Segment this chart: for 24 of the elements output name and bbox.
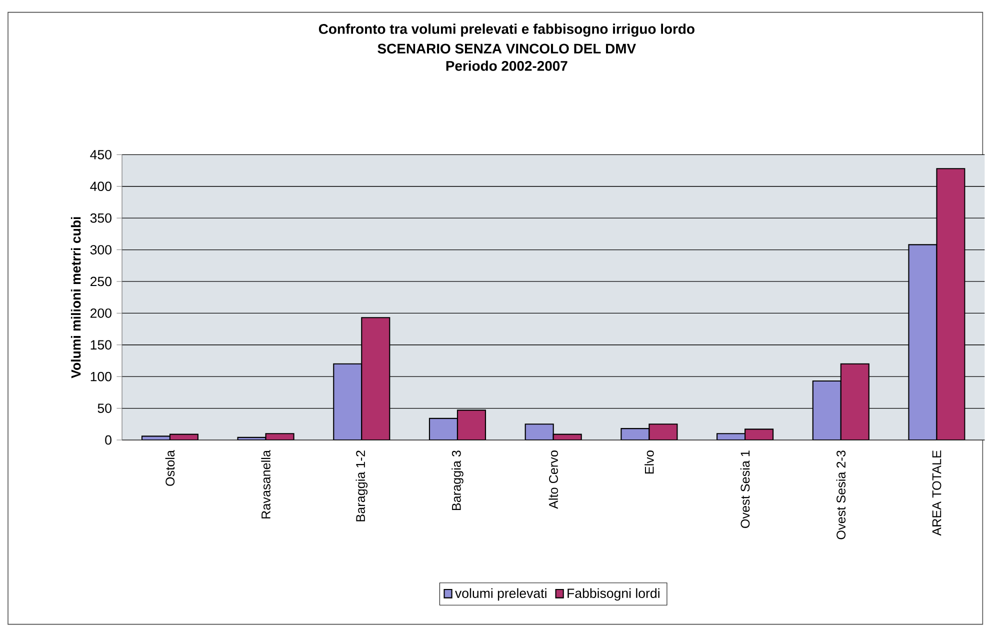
x-tick-label: Ravasanella: [261, 450, 270, 518]
y-axis-title: Volumi milioni metrri cubi: [70, 217, 81, 378]
chart-title: Confronto tra volumi prelevati e fabbisogno irriguo lordo: [318, 24, 694, 37]
x-tick-label: Elvo: [644, 450, 654, 474]
y-tick-label: 400: [90, 182, 112, 192]
y-tick-label: 100: [90, 372, 112, 382]
x-tick-label: Baraggia 3: [452, 450, 464, 510]
y-tick-label: 450: [90, 150, 112, 160]
y-tick-label: 200: [90, 308, 112, 318]
chart-subtitle: SCENARIO SENZA VINCOLO DEL DMV Periodo 2002-2007: [378, 44, 636, 71]
legend-label: Fabbisogni lordi: [568, 588, 660, 601]
y-tick-label: 50: [98, 404, 112, 413]
legend-label: volumi prelevati: [455, 588, 546, 601]
y-tick-label: 300: [90, 245, 112, 254]
y-tick-label: 250: [90, 276, 112, 286]
x-tick-label: Baraggia 1-2: [356, 450, 368, 522]
y-tick-label: 0: [105, 435, 112, 445]
x-tick-label: Ovest Sesia 1: [740, 450, 750, 528]
x-tick-label: Ovest Sesia 2-3: [836, 450, 846, 540]
x-tick-label: AREA TOTALE: [932, 450, 942, 536]
y-tick-label: 350: [90, 213, 112, 223]
y-tick-label: 150: [90, 340, 112, 350]
x-tick-label: Ostola: [165, 450, 175, 486]
x-tick-label: Alto Cervo: [548, 450, 558, 509]
